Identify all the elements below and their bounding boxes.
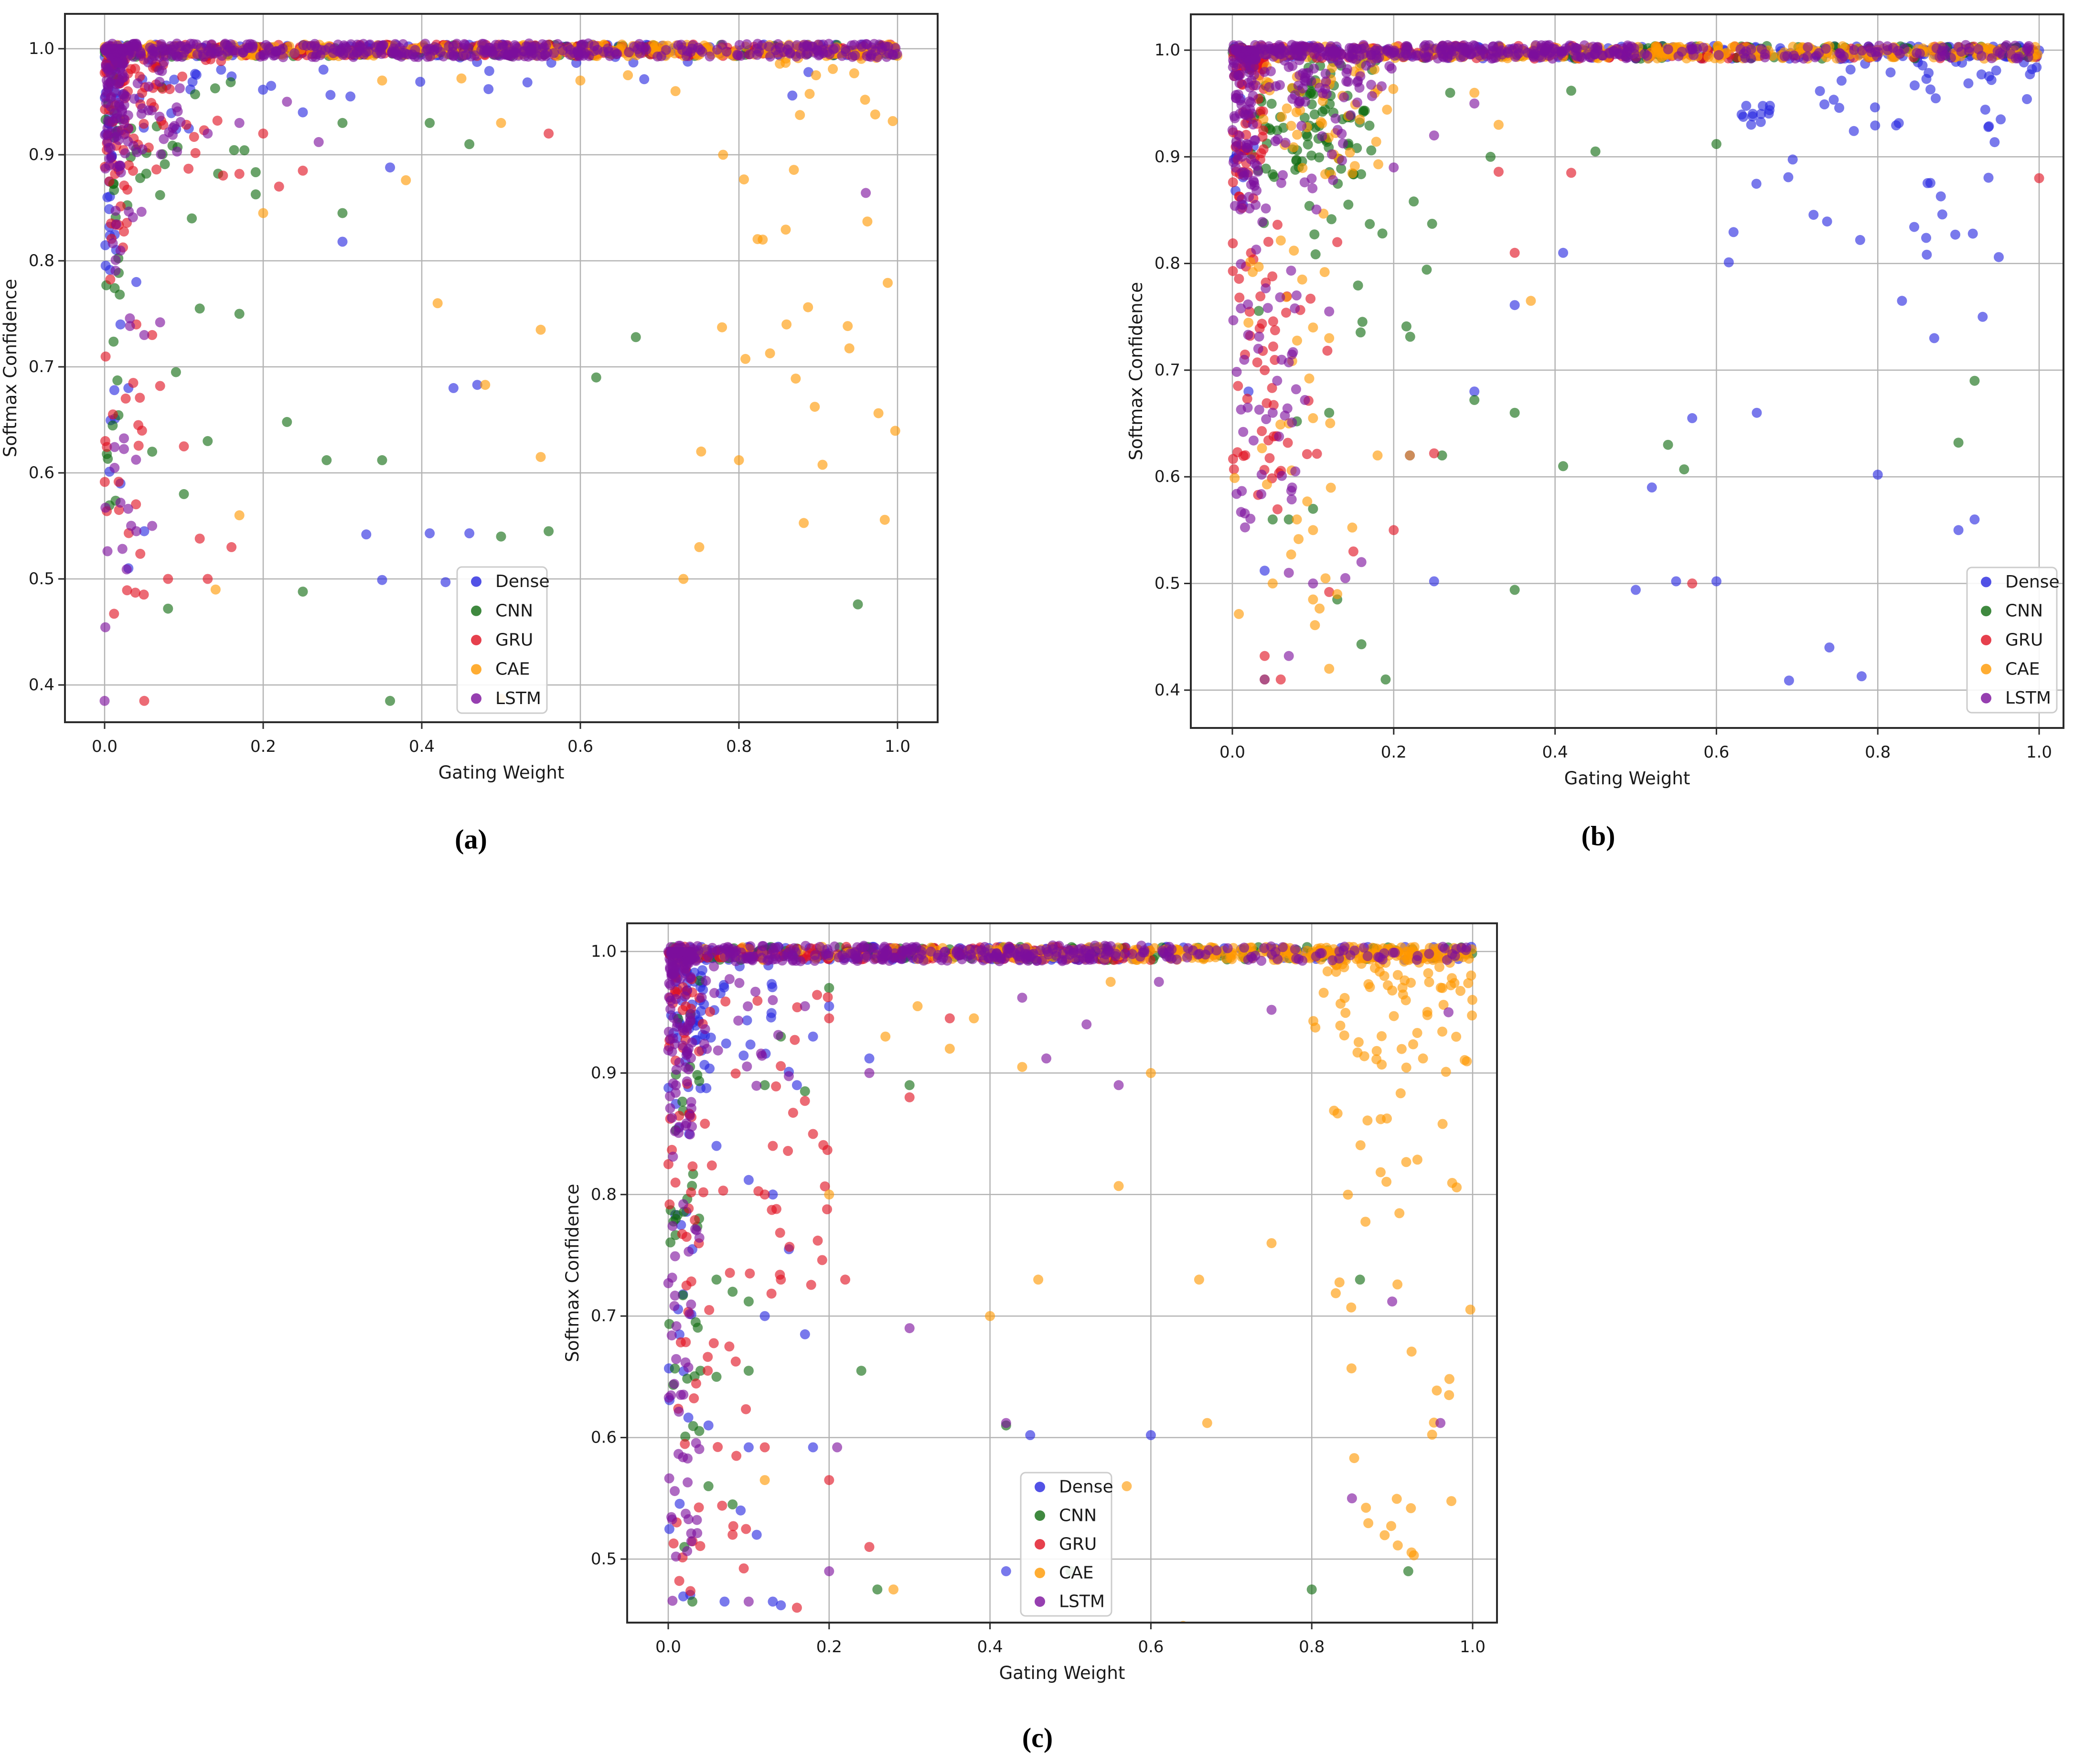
scatter-plot-c: 0.0 0.2 0.4 0.6 0.8 1.0 0.5 0.6 0.7 0.8 0.9 1.0 Gati…	[549, 908, 1529, 1710]
legend-label-lstm: LSTM	[1059, 1592, 1105, 1612]
x-axis-label: Gating Weight	[1564, 768, 1690, 789]
plot-svg-b: 0.0 0.2 0.4 0.6 0.8 1.0 0.4 0.5 0.6 0.7 0.8 0.9 1.0 G…	[1126, 13, 2064, 789]
svg-text:0.8: 0.8	[29, 251, 54, 270]
svg-text:1.0: 1.0	[885, 737, 910, 756]
legend: Dense CNN GRU CAE LSTM	[1020, 1472, 1113, 1617]
legend-label-cae: CAE	[2005, 659, 2040, 679]
svg-text:0.0: 0.0	[92, 737, 118, 756]
series-dense-points	[1229, 41, 2044, 686]
legend-marker-dense	[471, 576, 481, 587]
svg-text:0.4: 0.4	[29, 675, 54, 695]
svg-text:0.0: 0.0	[1219, 743, 1245, 762]
legend-label-cnn: CNN	[2005, 601, 2043, 621]
legend-label-lstm: LSTM	[495, 689, 541, 708]
legend-label-gru: GRU	[495, 631, 533, 650]
svg-text:0.4: 0.4	[1155, 681, 1180, 700]
axes-spines	[1190, 13, 2064, 729]
scatter-plot-b: 0.0 0.2 0.4 0.6 0.8 1.0 0.4 0.5 0.6 0.7 0.8 0.9 1.0 G…	[1113, 0, 2074, 812]
scatter-points	[663, 940, 1477, 1623]
legend-label-cae: CAE	[495, 660, 530, 679]
svg-text:0.9: 0.9	[29, 145, 54, 164]
svg-text:0.8: 0.8	[1155, 254, 1180, 273]
legend-marker-dense	[1981, 577, 1991, 588]
legend-label-dense: Dense	[2005, 572, 2060, 592]
legend-label-dense: Dense	[495, 572, 550, 591]
y-axis-label: Softmax Confidence	[562, 1184, 583, 1362]
legend-marker-cnn	[471, 605, 481, 616]
legend-label-lstm: LSTM	[2005, 688, 2051, 708]
tick-labels: 0.0 0.2 0.4 0.6 0.8 1.0 0.4 0.5 0.6 0.7 0.8 0.9 1.0	[29, 39, 910, 756]
series-lstm-points	[99, 38, 902, 706]
svg-text:1.0: 1.0	[29, 39, 54, 58]
legend-marker-cae	[471, 664, 481, 675]
legend: Dense CNN GRU CAE LSTM	[1966, 567, 2060, 714]
svg-text:0.2: 0.2	[1381, 743, 1407, 762]
legend-label-gru: GRU	[1059, 1535, 1097, 1554]
plot-svg-a: 0.0 0.2 0.4 0.6 0.8 1.0 0.4 0.5 0.6 0.7 0.8 0.9 1.0 G…	[0, 13, 939, 783]
tick-labels: 0.0 0.2 0.4 0.6 0.8 1.0 0.4 0.5 0.6 0.7 0.8 0.9 1.0	[1155, 41, 2052, 762]
legend-marker-cnn	[1981, 606, 1991, 617]
y-axis-label: Softmax Confidence	[1126, 282, 1146, 460]
svg-text:0.5: 0.5	[1155, 574, 1180, 593]
y-axis-label: Softmax Confidence	[0, 279, 21, 457]
legend-label-gru: GRU	[2005, 631, 2043, 650]
legend-marker-lstm	[1035, 1596, 1045, 1607]
svg-text:0.8: 0.8	[726, 737, 752, 756]
legend-marker-gru	[471, 635, 481, 645]
tick-marks	[620, 951, 1474, 1629]
svg-text:0.8: 0.8	[1865, 743, 1891, 762]
tick-marks	[1184, 49, 2040, 735]
svg-text:0.4: 0.4	[409, 737, 435, 756]
legend-marker-dense	[1035, 1482, 1045, 1492]
legend-marker-cae	[1981, 663, 1991, 674]
svg-text:0.6: 0.6	[567, 737, 593, 756]
svg-text:0.6: 0.6	[1155, 467, 1180, 486]
svg-text:0.2: 0.2	[250, 737, 276, 756]
axes-spines	[64, 13, 939, 723]
caption-b: (b)	[1581, 820, 1615, 852]
x-axis-label: Gating Weight	[438, 762, 565, 783]
legend-marker-cnn	[1035, 1510, 1045, 1521]
legend-marker-lstm	[1981, 693, 1991, 704]
tick-labels: 0.0 0.2 0.4 0.6 0.8 1.00.50.60.70.80.91.0	[591, 942, 1486, 1657]
svg-text:0.5: 0.5	[29, 569, 54, 588]
plot-svg-c: 0.0 0.2 0.4 0.6 0.8 1.00.50.60.70.80.91.0 Gati…	[562, 922, 1498, 1683]
legend-marker-gru	[1981, 635, 1991, 645]
axes-spines	[626, 922, 1498, 1624]
svg-text:0.7: 0.7	[29, 357, 54, 376]
svg-text:0.9: 0.9	[1155, 147, 1180, 166]
scatter-plot-a: 0.0 0.2 0.4 0.6 0.8 1.0 0.4 0.5 0.6 0.7 0.8 0.9 1.0 G…	[0, 0, 979, 812]
series-lstm-points	[1227, 40, 2034, 684]
legend-marker-lstm	[471, 693, 481, 704]
legend-marker-cae	[1035, 1568, 1045, 1578]
legend-label-cnn: CNN	[495, 601, 533, 620]
svg-text:1.0: 1.0	[1155, 41, 1180, 60]
legend: Dense CNN GRU CAE LSTM	[456, 566, 550, 714]
svg-text:0.6: 0.6	[1703, 743, 1729, 762]
series-lstm-points	[663, 940, 1472, 1607]
svg-text:0.7: 0.7	[1155, 361, 1180, 380]
legend-label-cae: CAE	[1059, 1563, 1094, 1583]
scatter-points	[99, 38, 903, 706]
scatter-points	[1227, 40, 2044, 686]
legend-label-cnn: CNN	[1059, 1506, 1097, 1526]
legend-label-dense: Dense	[1059, 1477, 1113, 1497]
legend-marker-gru	[1035, 1539, 1045, 1550]
caption-c: (c)	[1022, 1722, 1053, 1753]
svg-text:1.0: 1.0	[2026, 743, 2052, 762]
gridlines	[1191, 14, 2063, 728]
caption-a: (a)	[455, 823, 487, 855]
svg-text:0.6: 0.6	[29, 463, 54, 482]
x-axis-label: Gating Weight	[999, 1663, 1125, 1683]
svg-text:0.4: 0.4	[1542, 743, 1568, 762]
tick-marks	[58, 48, 898, 729]
